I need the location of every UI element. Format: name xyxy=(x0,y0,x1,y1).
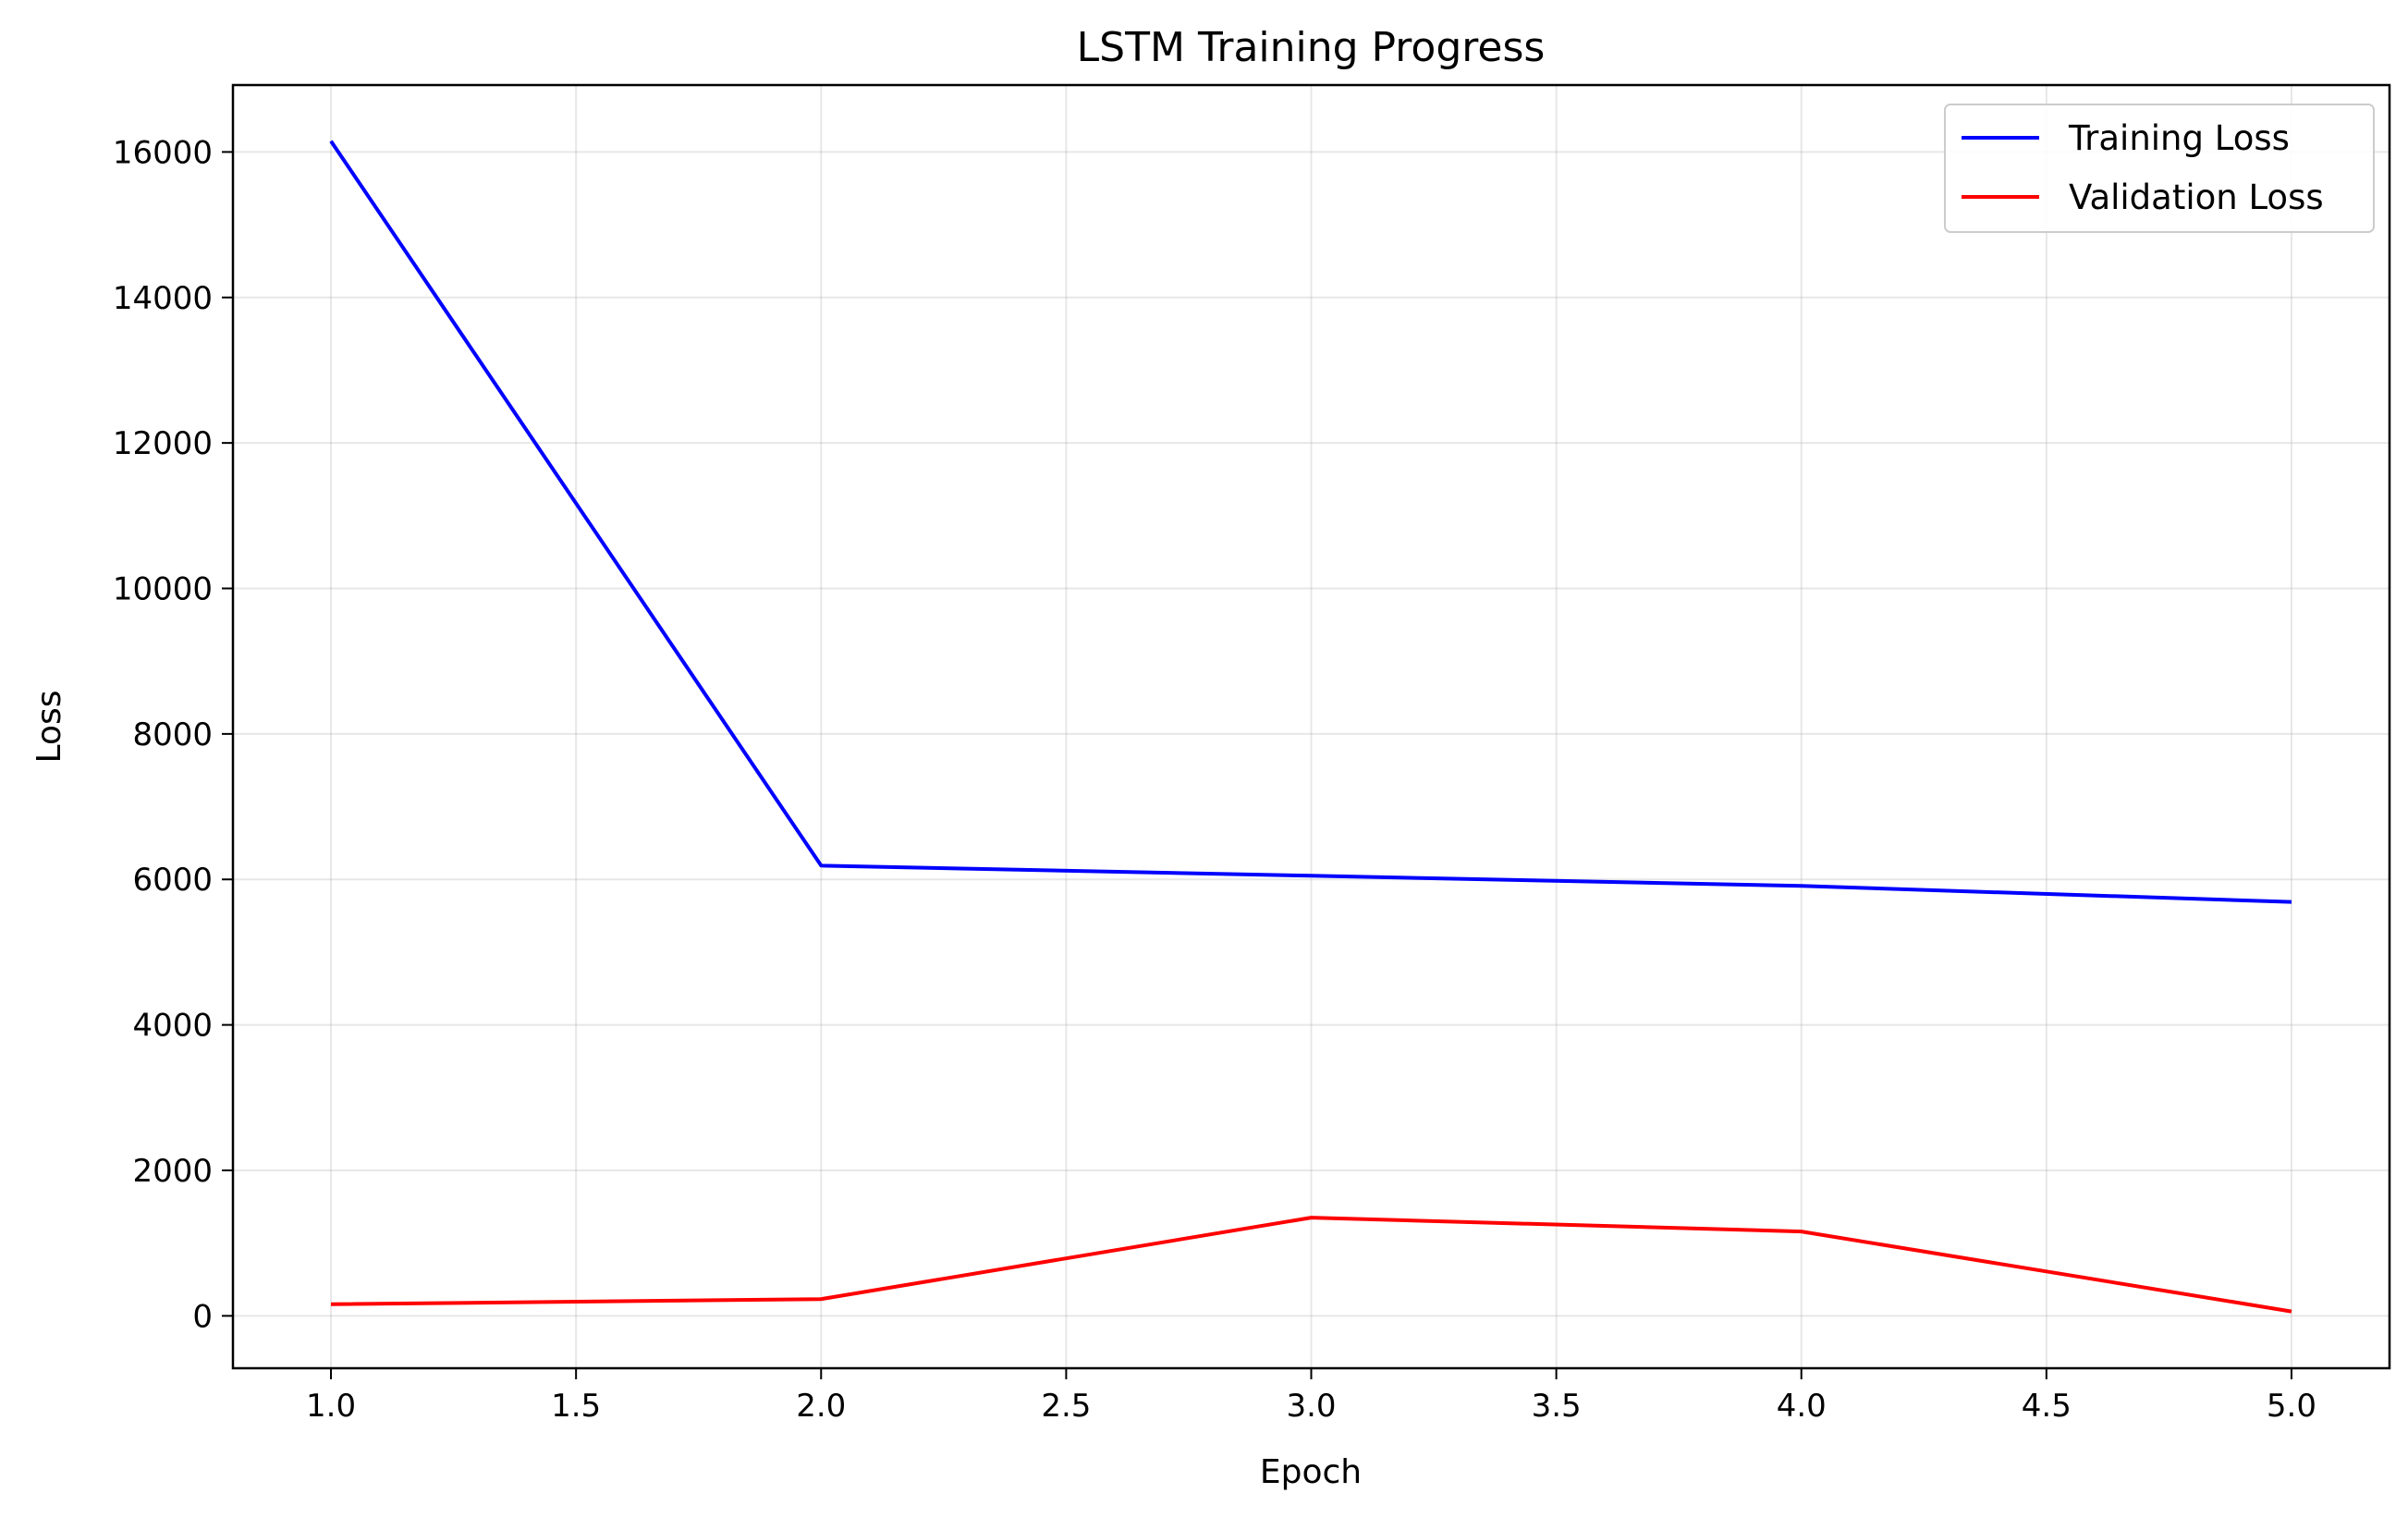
x-tick-label: 4.0 xyxy=(1777,1388,1827,1425)
grid-lines xyxy=(233,85,2390,1368)
y-axis-ticks: 0 2000 4000 6000 8000 10000 12000 14000 16000 xyxy=(113,134,233,1335)
legend-label-validation-loss: Validation Loss xyxy=(2069,178,2324,217)
x-tick-label: 3.0 xyxy=(1286,1388,1336,1425)
x-tick-label: 2.5 xyxy=(1041,1388,1091,1425)
x-tick-label: 5.0 xyxy=(2267,1388,2316,1425)
chart-title: LSTM Training Progress xyxy=(1077,24,1546,71)
y-tick-label: 10000 xyxy=(113,570,213,607)
x-axis-label: Epoch xyxy=(1260,1453,1362,1491)
series-line-validation-loss xyxy=(330,1216,2292,1314)
legend-label-training-loss: Training Loss xyxy=(2068,118,2290,158)
x-axis-ticks: 1.0 1.5 2.0 2.5 3.0 3.5 4.0 4.5 5.0 xyxy=(306,1368,2316,1425)
x-tick-label: 4.5 xyxy=(2022,1388,2072,1425)
y-tick-label: 4000 xyxy=(132,1008,213,1045)
series-line-training-loss xyxy=(329,140,2292,904)
y-tick-label: 6000 xyxy=(132,862,213,899)
y-tick-label: 12000 xyxy=(113,425,213,462)
x-tick-label: 2.0 xyxy=(796,1388,846,1425)
y-tick-label: 16000 xyxy=(113,134,213,171)
y-tick-label: 2000 xyxy=(132,1153,213,1190)
x-tick-label: 1.5 xyxy=(551,1388,601,1425)
legend: Training Loss Validation Loss xyxy=(1944,104,2375,233)
y-tick-label: 14000 xyxy=(113,280,213,317)
series-lines xyxy=(329,140,2292,1314)
x-tick-label: 1.0 xyxy=(306,1388,356,1425)
y-tick-label: 0 xyxy=(192,1298,213,1335)
legend-box xyxy=(1944,104,2375,233)
y-axis-label: Loss xyxy=(31,691,68,764)
x-tick-label: 3.5 xyxy=(1532,1388,1582,1425)
y-tick-label: 8000 xyxy=(132,716,213,753)
